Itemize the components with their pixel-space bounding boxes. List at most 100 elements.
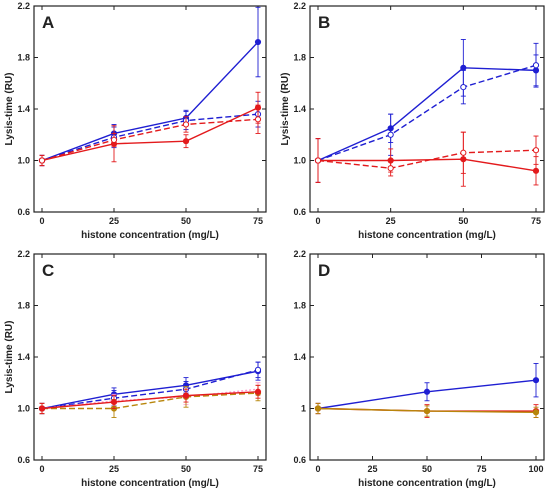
y-tick-label: 0.6 [17, 207, 30, 217]
data-point [110, 136, 118, 143]
series-line [41, 369, 259, 410]
y-axis-label: Lysis-time (RU) [280, 73, 291, 146]
panel-a: 0.6 1.0 1.4 1.8 2.2 0 25 50 75 histone concentrat… [4, 1, 267, 241]
series-4 [38, 104, 262, 167]
data-point [254, 116, 262, 123]
series-line [317, 64, 537, 162]
series-line [41, 118, 259, 162]
x-tick-label: 0 [39, 216, 44, 226]
plot-frame [33, 5, 267, 213]
x-tick-label: 25 [367, 464, 377, 474]
series-4 [314, 131, 540, 183]
y-tick-label: 1.4 [293, 104, 306, 114]
series-3 [314, 402, 540, 418]
data-point [182, 138, 190, 145]
data-point [38, 405, 46, 412]
y-tick-label: 2.2 [17, 249, 30, 259]
y-tick-label: 1.8 [17, 301, 30, 311]
data-point [182, 392, 190, 399]
data-point [182, 121, 190, 128]
data-point [423, 388, 431, 395]
data-point [460, 149, 467, 156]
y-tick-label: 0.6 [17, 455, 30, 465]
data-point [387, 165, 394, 172]
y-axis-label: Lysis-time (RU) [4, 321, 15, 394]
data-point [423, 407, 431, 415]
series-line [41, 391, 259, 410]
panel-d: 0.6 1 1.4 1.8 2.2 0 25 50 75 100 histone concentra… [293, 249, 545, 489]
data-point [38, 157, 46, 164]
plot-frame [309, 5, 545, 213]
panel-c: 0.6 1.0 1.4 1.8 2.2 0 25 50 75 histone concentrat… [4, 249, 267, 489]
series-line [317, 149, 537, 169]
series-5 [38, 384, 262, 415]
data-point [532, 377, 540, 384]
y-tick-label: 1.0 [293, 156, 306, 166]
series-line [41, 113, 259, 162]
panel-b: 0.6 1.0 1.4 1.8 2.2 0 25 50 75 histone concentrat… [280, 1, 545, 241]
y-tick-label: 2.2 [293, 249, 306, 259]
series-line [41, 41, 259, 162]
data-point [314, 405, 322, 412]
x-tick-label: 50 [458, 216, 468, 226]
y-tick-label: 1 [301, 404, 306, 414]
panel-letter: C [42, 261, 54, 280]
plot-frame [33, 253, 267, 461]
x-tick-label: 0 [315, 464, 320, 474]
y-tick-label: 2.2 [17, 1, 30, 11]
x-tick-label: 50 [422, 464, 432, 474]
panel-letter: D [318, 261, 330, 280]
x-tick-label: 0 [39, 464, 44, 474]
data-point [460, 64, 467, 71]
data-point [254, 388, 262, 395]
data-point [110, 398, 118, 406]
series-3 [314, 131, 540, 187]
data-point [387, 131, 394, 138]
x-axis-label: histone concentration (mg/L) [81, 230, 219, 241]
x-axis-label: histone concentration (mg/L) [81, 478, 219, 489]
series-line [42, 392, 259, 410]
y-tick-label: 1.4 [17, 352, 30, 362]
plot-frame [309, 253, 545, 461]
x-tick-label: 75 [253, 464, 263, 474]
series-line [41, 107, 259, 162]
data-point [532, 147, 540, 154]
x-tick-label: 25 [109, 464, 119, 474]
series-line [41, 370, 259, 410]
data-point [532, 62, 540, 69]
x-tick-label: 25 [109, 216, 119, 226]
y-tick-label: 1.0 [17, 404, 30, 414]
x-tick-label: 50 [181, 464, 191, 474]
y-tick-label: 0.6 [293, 207, 306, 217]
y-tick-label: 1.8 [17, 53, 30, 63]
x-tick-label: 75 [476, 464, 486, 474]
data-point [532, 167, 540, 174]
series-2 [38, 100, 262, 167]
x-tick-label: 75 [253, 216, 263, 226]
data-point [254, 366, 262, 373]
x-tick-label: 0 [315, 216, 320, 226]
series-line [317, 67, 537, 162]
x-tick-label: 25 [386, 216, 396, 226]
y-axis-label: Lysis-time (RU) [4, 73, 15, 146]
y-tick-label: 1.0 [17, 156, 30, 166]
panel-letter: A [42, 13, 54, 32]
x-tick-label: 50 [181, 216, 191, 226]
x-axis-label: histone concentration (mg/L) [358, 478, 496, 489]
y-tick-label: 1.4 [17, 104, 30, 114]
x-axis-label: histone concentration (mg/L) [358, 230, 496, 241]
series-2 [314, 42, 540, 183]
panel-letter: B [318, 13, 330, 32]
data-point [532, 409, 540, 416]
x-tick-label: 100 [528, 464, 543, 474]
y-tick-label: 1.8 [293, 301, 306, 311]
data-point [460, 84, 467, 91]
y-tick-label: 2.2 [293, 1, 306, 11]
y-tick-label: 1.4 [293, 352, 306, 362]
y-tick-label: 0.6 [293, 455, 306, 465]
y-tick-label: 1.8 [293, 53, 306, 63]
data-point [254, 38, 262, 46]
x-tick-label: 75 [531, 216, 541, 226]
data-point [314, 157, 322, 164]
